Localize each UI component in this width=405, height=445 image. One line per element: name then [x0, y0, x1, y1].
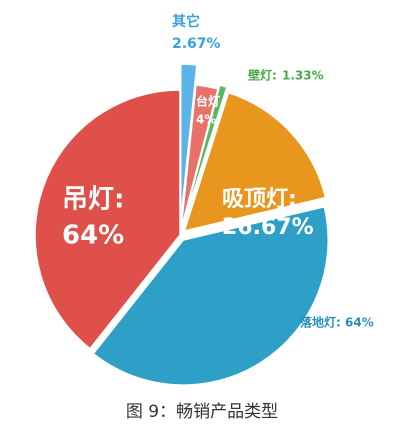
caption: 图 9：畅销产品类型	[126, 402, 278, 422]
slice-name: 其它	[172, 13, 200, 30]
slice-name: 吊灯:	[62, 185, 124, 215]
pie-slice	[92, 205, 329, 386]
slice-value: 64%	[345, 316, 374, 330]
pie-slice	[182, 84, 228, 226]
slice-value: 26.67%	[222, 215, 314, 240]
slice-name: 壁灯:	[248, 68, 277, 83]
slice-value: 4%	[196, 113, 216, 127]
pie-slice	[183, 91, 327, 232]
slice-name: 落地灯:	[300, 315, 341, 330]
slice-value: 2.67%	[172, 36, 221, 52]
slice-value: 64%	[62, 221, 124, 251]
slice-name: 台灯	[196, 94, 220, 109]
pie-slice	[34, 89, 181, 350]
pie-slice	[179, 63, 198, 222]
slice-name: 吸顶灯:	[222, 187, 297, 212]
slice-value: 1.33%	[282, 69, 324, 83]
